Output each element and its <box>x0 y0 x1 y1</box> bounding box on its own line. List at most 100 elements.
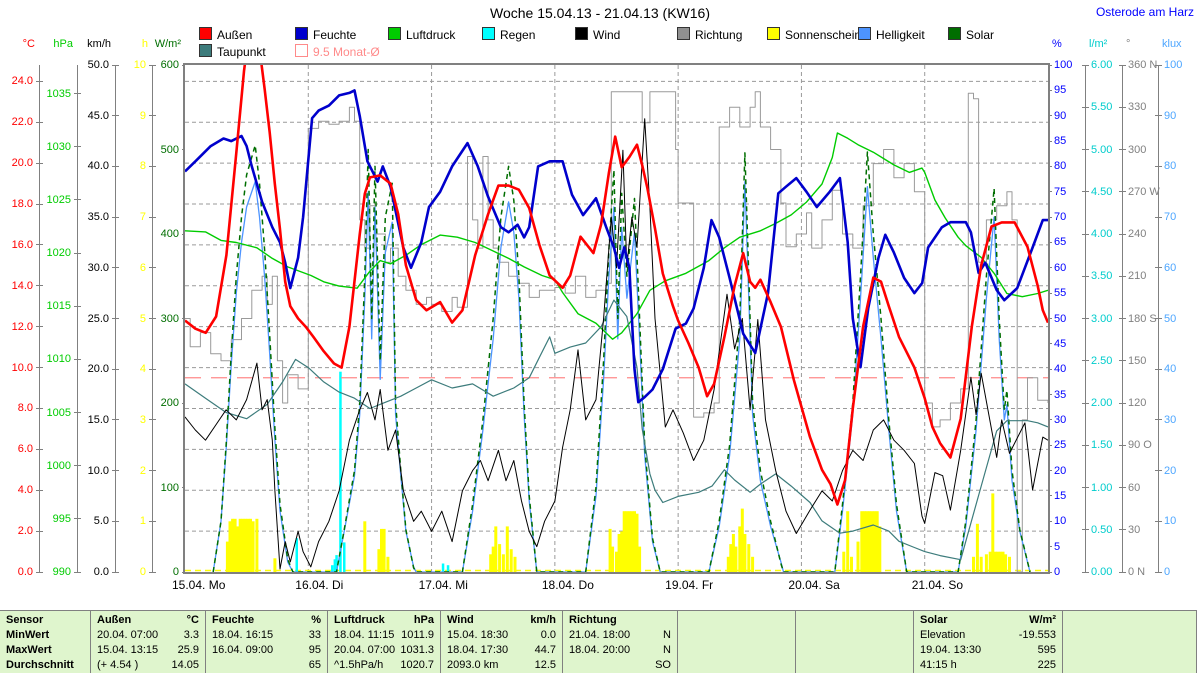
day-label: 19.04. Fr <box>665 578 714 592</box>
y-axis-ticklabel-press: 1025 <box>46 193 71 206</box>
stats-cell-row: Luftdruck hPa <box>328 613 441 628</box>
stats-row-label-text: MinWert <box>6 629 50 641</box>
bar-sonnenschein <box>726 556 730 572</box>
stats-cell-row <box>1063 613 1198 628</box>
y-axis-ticklabel-pct: 100 <box>1054 59 1073 71</box>
y-axis-ticklabel-rainax: 1.50 <box>1091 439 1113 452</box>
y-axis-tick-windax <box>112 115 119 117</box>
y-axis-tick-dirax <box>1119 360 1126 362</box>
y-axis-tick-temp <box>36 489 43 491</box>
bar-sonnenschein <box>996 551 1000 572</box>
y-axis-tick-sunax <box>149 419 156 421</box>
y-axis-tick-temp <box>36 244 43 246</box>
page-title: Woche 15.04.13 - 21.04.13 (KW16) <box>490 5 710 21</box>
y-axis-ticklabel-pct: 65 <box>1054 236 1067 249</box>
y-axis-unit-pct: % <box>1052 38 1062 50</box>
bar-sonnenschein <box>850 556 853 572</box>
y-axis-ticklabel-dirax: 300 <box>1128 143 1147 156</box>
y-axis-tick-rainax <box>1082 487 1089 488</box>
bar-sonnenschein <box>993 551 997 572</box>
stats-cell-row: (+ 4.54 ) 14.05 <box>91 658 206 673</box>
y-axis-tick-windax <box>112 470 119 472</box>
y-axis-ticklabel-dirax: 120 <box>1128 397 1147 409</box>
y-axis-ticklabel-rainax: 2.50 <box>1091 354 1113 367</box>
y-axis-ticklabel-pct: 5 <box>1054 540 1061 553</box>
y-axis-tick-windax <box>112 267 119 269</box>
stats-cell-right: N <box>663 644 671 656</box>
bar-sonnenschein <box>984 554 988 572</box>
y-axis-tick-sunax <box>149 571 156 573</box>
y-axis-ticklabel-temp: 24.0 <box>11 75 33 88</box>
stats-cell-left: (+ 4.54 ) <box>97 659 139 671</box>
stats-cell-row <box>796 613 914 628</box>
stats-cell-right: 3.3 <box>183 629 199 641</box>
bar-sonnenschein <box>491 546 495 572</box>
y-axis-ticklabel-dirax: 240 <box>1128 228 1147 240</box>
bar-sonnenschein <box>251 521 255 572</box>
stats-cell-row <box>678 658 796 673</box>
legend-swatch <box>295 27 308 40</box>
y-axis-ticklabel-rainax: 0.00 <box>1091 566 1113 578</box>
stats-cell-left: 15.04. 18:30 <box>447 629 509 641</box>
stats-cell-right: % <box>311 614 321 626</box>
bar-sonnenschein <box>241 518 245 572</box>
y-axis-ticklabel-sunax: 5 <box>139 312 146 325</box>
bar-regen <box>441 563 445 572</box>
legend-item-wind: Wind <box>575 27 620 42</box>
y-axis-ticklabel-pct: 95 <box>1054 84 1067 97</box>
y-axis-ticklabel-sunax: 4 <box>139 363 146 376</box>
stats-cell-left: 18.04. 16:15 <box>212 629 274 641</box>
stats-cell-row <box>678 628 796 643</box>
legend-item-feuchte: Feuchte <box>295 27 356 42</box>
series-wind <box>185 118 1048 570</box>
y-axis-ticklabel-pct: 55 <box>1054 287 1067 300</box>
y-axis-ticklabel-pct: 80 <box>1054 160 1067 173</box>
bar-sonnenschein <box>873 511 877 572</box>
y-axis-tick-kluxax <box>1155 318 1162 319</box>
legend-item-au-en: Außen <box>199 27 252 42</box>
bar-sonnenschein <box>622 511 626 572</box>
y-axis-ticklabel-rainax: 4.50 <box>1091 185 1113 198</box>
y-axis-tick-sunax <box>149 318 156 319</box>
bar-sonnenschein <box>501 554 505 572</box>
stats-cell-right: hPa <box>413 614 434 626</box>
stats-col-empty-5 <box>677 611 796 673</box>
stats-row-label-text: Durchschnitt <box>6 659 74 671</box>
stats-cell-row <box>796 643 914 658</box>
y-axis-ticklabel-dirax: 0 N <box>1128 566 1146 578</box>
y-axis-ticklabel-pct: 90 <box>1054 109 1067 122</box>
y-axis-tick-windax <box>112 520 119 522</box>
y-axis-tick-rainax <box>1082 275 1089 277</box>
y-axis-tick-temp <box>36 326 43 328</box>
stats-cell-left: Elevation <box>920 629 966 641</box>
bar-sonnenschein <box>729 544 733 572</box>
bar-sonnenschein <box>620 531 624 572</box>
bar-sonnenschein <box>498 544 502 572</box>
stats-cell-row <box>796 658 914 673</box>
series-feuchte <box>185 89 1048 404</box>
bar-sonnenschein <box>246 518 250 572</box>
bar-sonnenschein <box>734 546 738 572</box>
station-name: Osterode am Harz <box>1095 5 1194 19</box>
y-axis-ticklabel-kluxax: 70 <box>1164 211 1177 224</box>
legend-item-richtung: Richtung <box>677 27 742 42</box>
y-axis-unit-dirax: ° <box>1126 38 1131 50</box>
stats-cell-row <box>1063 658 1198 673</box>
bar-sonnenschein <box>743 534 747 572</box>
y-axis-ticklabel-pct: 35 <box>1054 388 1067 401</box>
legend-swatch <box>767 27 780 40</box>
legend-item-helligkeit: Helligkeit <box>858 27 925 42</box>
bar-sonnenschein <box>1001 551 1005 572</box>
bar-sonnenschein <box>738 526 742 572</box>
y-axis-ticklabel-windax: 5.0 <box>93 515 109 528</box>
stats-cell-row: 20.04. 07:00 3.3 <box>91 628 206 643</box>
legend-item-9-5-monat-: 9.5 Monat-Ø <box>295 44 380 59</box>
y-axis-ticklabel-kluxax: 100 <box>1164 59 1183 71</box>
y-axis-ticklabel-temp: 22.0 <box>11 116 33 129</box>
y-axis-ticklabel-temp: 20.0 <box>11 157 33 170</box>
stats-cell-right: 1020.7 <box>400 659 434 671</box>
bar-sonnenschein <box>635 513 639 572</box>
bar-regen <box>295 538 298 572</box>
y-axis-tick-windax <box>112 571 119 573</box>
series-au-en <box>185 65 1048 506</box>
